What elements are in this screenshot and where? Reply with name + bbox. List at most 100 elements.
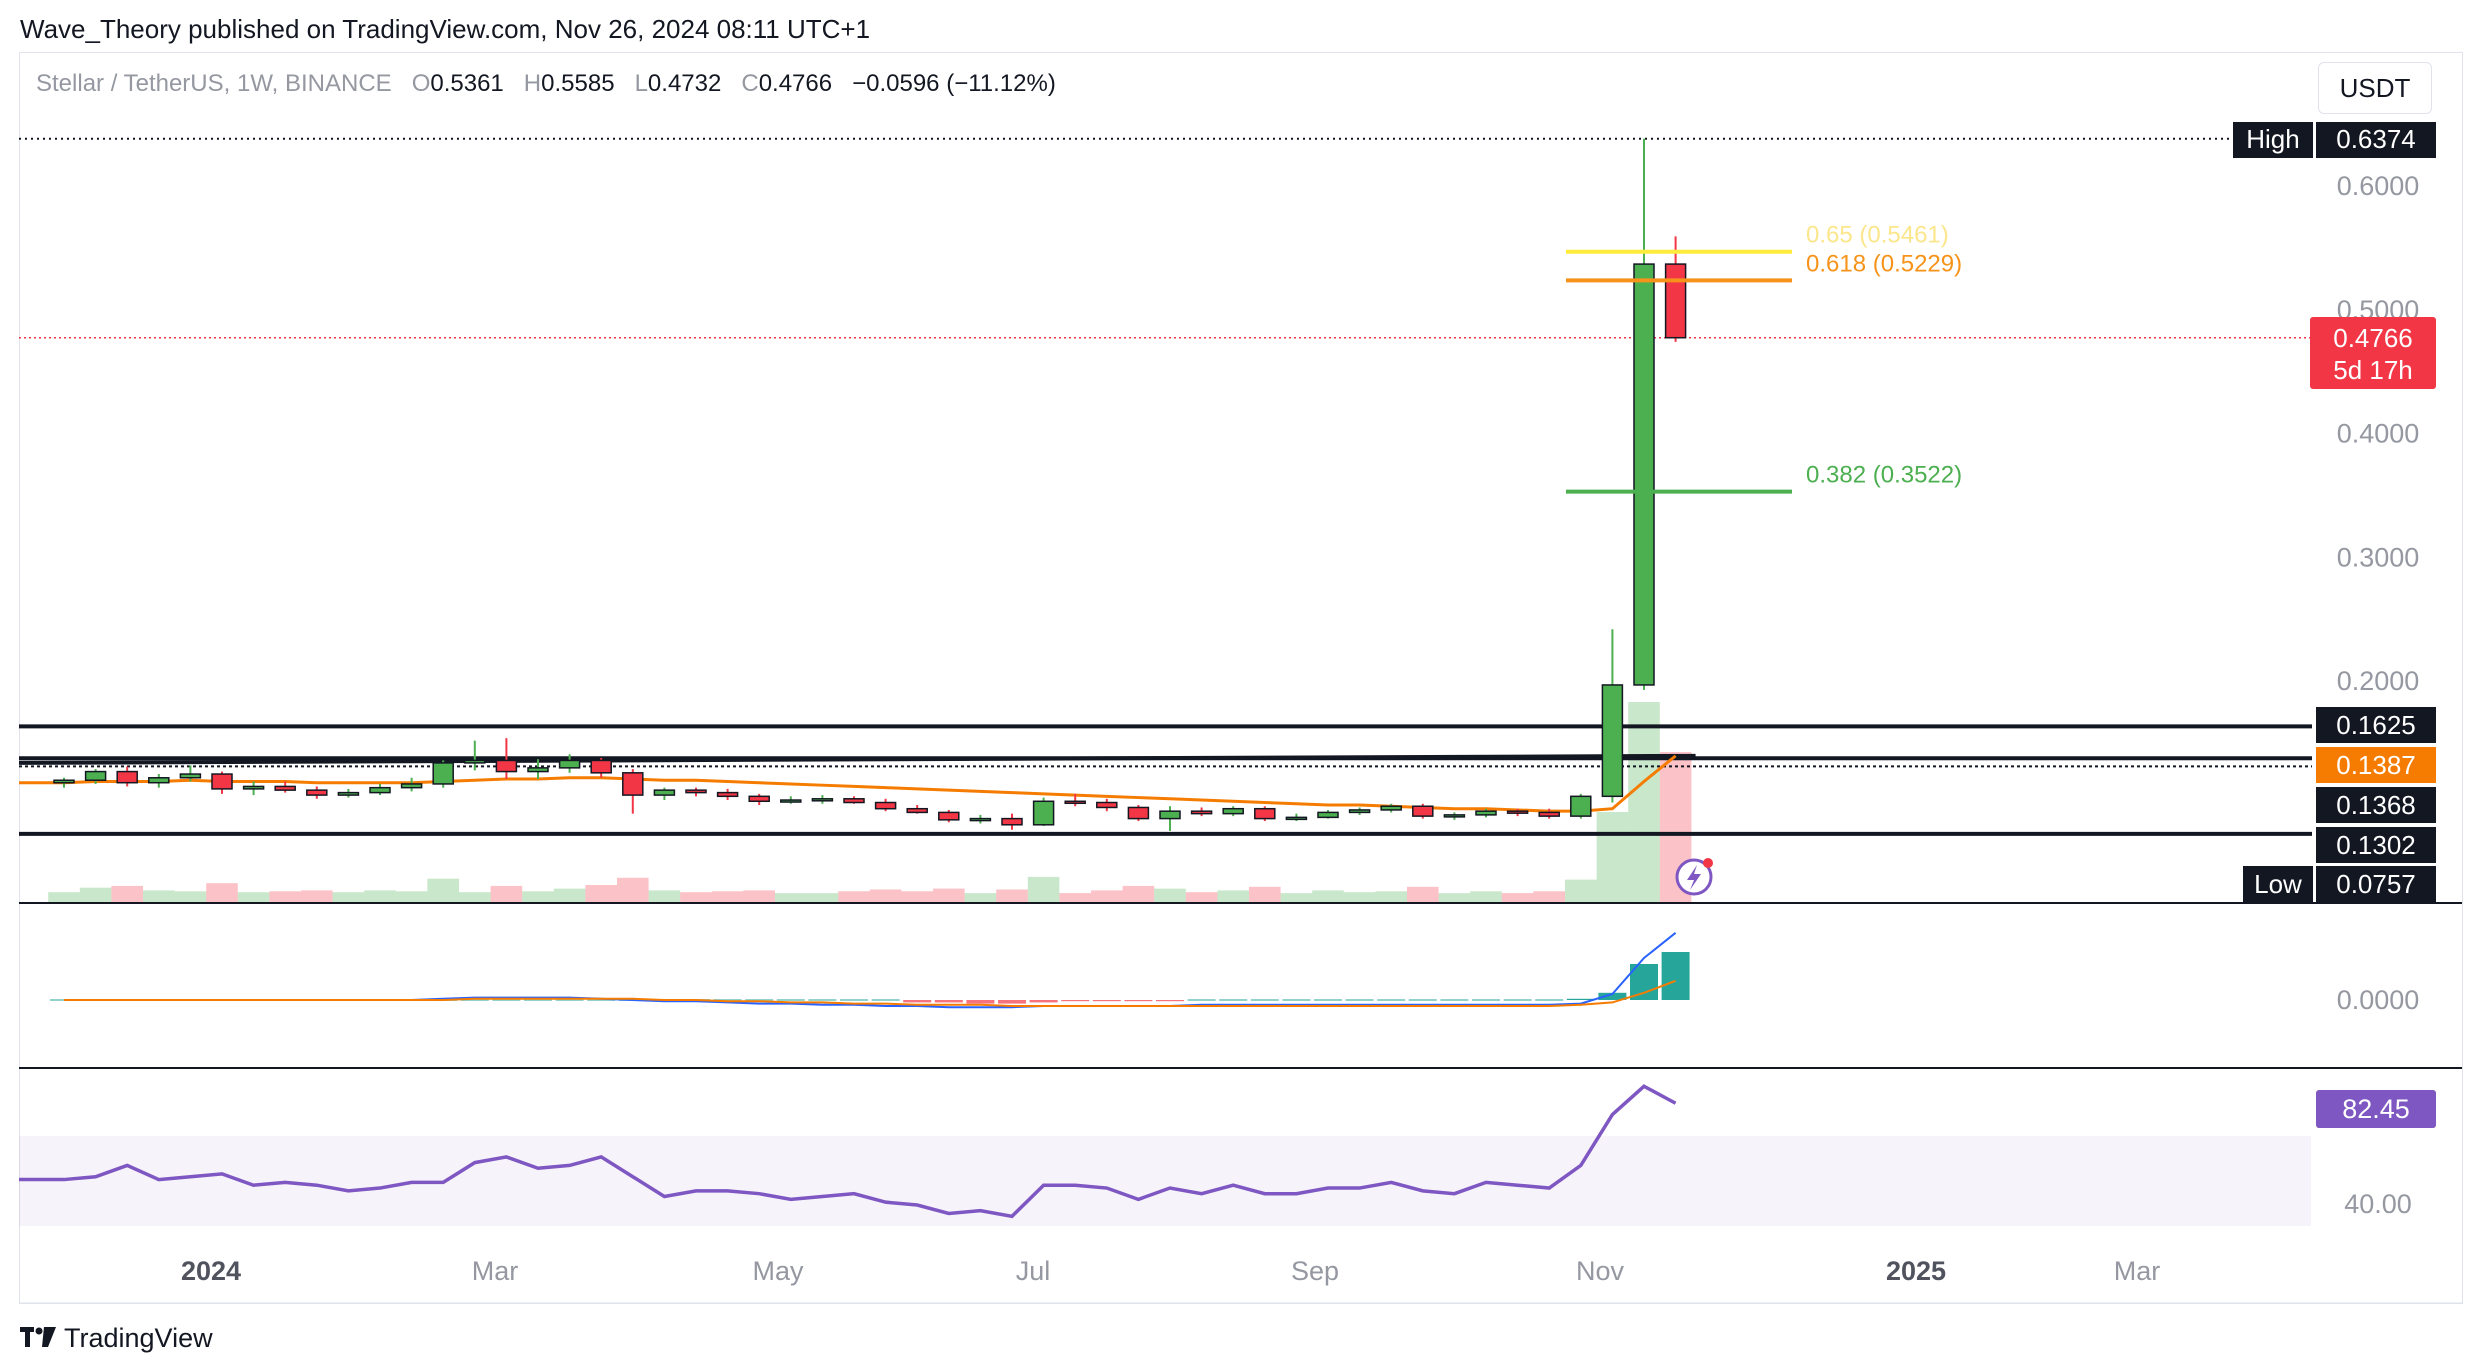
y-tick-label: 0.2000 xyxy=(2337,666,2420,696)
macd-hist-bar xyxy=(1566,998,1595,1000)
change-value: −0.0596 (−11.12%) xyxy=(852,70,1056,97)
volume-bar xyxy=(1312,890,1344,902)
macd-hist-bar xyxy=(1377,999,1406,1001)
macd-hist-bar xyxy=(524,999,552,1001)
volume-bar xyxy=(585,885,617,902)
volume-bar xyxy=(459,892,491,902)
candle-body xyxy=(843,798,865,804)
volume-bar xyxy=(427,878,459,902)
level-1625-tag: 0.1625 xyxy=(2316,707,2436,743)
candle-body xyxy=(116,770,138,784)
y-tick-label: 0.3000 xyxy=(2337,542,2420,572)
high-label: H xyxy=(523,70,542,97)
tradingview-logo[interactable]: TradingView xyxy=(20,1322,213,1354)
volume-bar xyxy=(1185,892,1218,902)
volume-bar xyxy=(269,891,301,902)
candle-body xyxy=(53,779,75,784)
macd-hist-bar xyxy=(871,999,900,1001)
high-tag: High 0.6374 xyxy=(2233,122,2436,158)
macd-hist-bar xyxy=(492,999,521,1001)
volume-bar xyxy=(206,883,238,902)
fib-label: 0.618 (0.5229) xyxy=(1806,250,1962,277)
candle-body xyxy=(1159,810,1181,820)
macd-signal-line xyxy=(64,979,1676,1007)
open-label: O xyxy=(411,70,431,97)
macd-hist-bar xyxy=(1535,999,1564,1001)
close-label: C xyxy=(741,70,759,97)
candle-body xyxy=(811,798,834,802)
macd-line xyxy=(64,932,1677,1009)
macd-hist-bar xyxy=(998,1000,1026,1004)
volume-bar xyxy=(806,893,839,902)
macd-hist-bar xyxy=(1408,999,1437,1001)
volume-bar xyxy=(364,890,396,902)
volume-bar xyxy=(933,888,965,902)
tradingview-logo-text: TradingView xyxy=(64,1322,213,1353)
candle-body xyxy=(1032,800,1055,826)
macd-hist-bar xyxy=(903,1000,932,1003)
macd-hist-bar xyxy=(966,1000,995,1004)
trendline xyxy=(18,753,1696,765)
macd-hist-bar xyxy=(1282,999,1311,1001)
macd-hist-bar xyxy=(1092,1000,1121,1002)
candle-body xyxy=(148,777,170,784)
candle-body xyxy=(1538,811,1560,817)
open-value: 0.5361 xyxy=(430,70,504,97)
macd-hist-bar xyxy=(1440,999,1469,1001)
volume-bar xyxy=(838,891,870,902)
y-tick-label: 0.6000 xyxy=(2337,171,2420,201)
volume-bar xyxy=(1565,879,1597,902)
macd-hist-bar xyxy=(776,999,805,1001)
volume-bar xyxy=(490,885,523,902)
candles xyxy=(53,138,1687,831)
currency-button[interactable]: USDT xyxy=(2318,62,2432,114)
symbol-legend[interactable]: Stellar / TetherUS, 1W, BINANCE O0.5361 … xyxy=(36,70,1056,98)
volume-bar xyxy=(743,890,775,902)
candle-body xyxy=(1254,807,1276,820)
volume-bar xyxy=(1343,892,1376,902)
candle-body xyxy=(1317,811,1339,819)
volume-bar xyxy=(1533,891,1565,902)
candle-body xyxy=(1001,817,1023,826)
candle-body xyxy=(274,785,296,791)
high-value: 0.5585 xyxy=(541,70,615,97)
candle-body xyxy=(1127,806,1150,820)
lightning-icon[interactable] xyxy=(1675,858,1713,896)
volume-bar xyxy=(143,890,175,902)
candle-body xyxy=(179,773,202,779)
low-tag-value: 0.0757 xyxy=(2336,869,2416,899)
candle-body xyxy=(242,785,265,790)
volume-bar xyxy=(901,891,933,902)
volume-bar xyxy=(332,892,365,902)
candle-body xyxy=(653,789,676,796)
tradingview-logo-icon xyxy=(20,1322,56,1354)
candle-body xyxy=(748,795,770,803)
level-1368-tag: 0.1368 xyxy=(2316,787,2436,823)
x-tick-label: May xyxy=(752,1256,804,1286)
candle-body xyxy=(211,773,233,790)
ema-tag: 0.1387 xyxy=(2316,747,2436,783)
volume-bar xyxy=(522,891,554,902)
volume-bar xyxy=(996,889,1028,902)
candle-body xyxy=(1064,800,1086,805)
volume-bar xyxy=(775,893,807,902)
level-1302-tag: 0.1302 xyxy=(2316,827,2436,863)
candle-body xyxy=(969,817,992,822)
candle-body xyxy=(716,791,739,798)
volume-bar xyxy=(711,891,744,902)
volume-bar xyxy=(1470,891,1502,902)
macd-hist-bar xyxy=(1219,999,1248,1001)
macd-hist-bar xyxy=(1250,999,1279,1001)
volume-bar xyxy=(1375,891,1407,902)
volume-bar xyxy=(680,892,712,902)
candle-body xyxy=(527,767,549,773)
level-1625-value: 0.1625 xyxy=(2336,710,2416,740)
candle-body xyxy=(432,762,454,785)
last-price-tag: 0.4766 5d 17h xyxy=(2310,317,2436,389)
rsi-pane xyxy=(19,1084,1677,1219)
candle-body xyxy=(780,799,802,803)
volume-bar xyxy=(1596,812,1629,902)
volume-bar xyxy=(617,877,649,902)
